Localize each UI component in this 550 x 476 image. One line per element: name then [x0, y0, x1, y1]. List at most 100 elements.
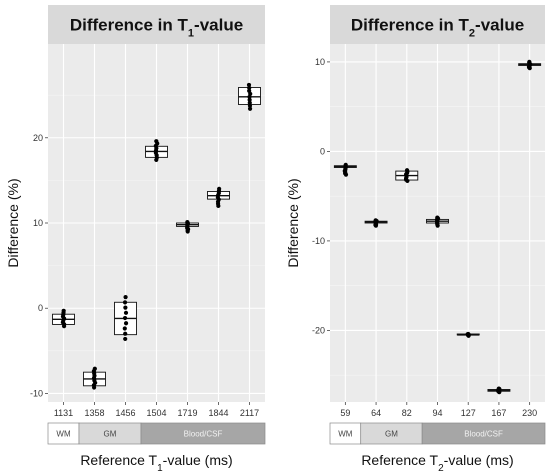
t1-data-point: [247, 103, 253, 108]
t2-title-main: Difference in T: [351, 16, 470, 35]
t2-region-blood-csf: [421, 422, 546, 445]
t1-box-1358: [83, 366, 106, 390]
t1-box-1844: [207, 186, 230, 209]
t1-xlabel-main: Reference T: [80, 452, 157, 468]
t1-x-axis-label: Reference T1-value (ms): [80, 452, 232, 474]
t2-data-point: [466, 331, 471, 337]
t1-data-point: [246, 82, 252, 88]
t1-x-tick-label: 1131: [54, 408, 73, 418]
t1-data-point: [247, 85, 252, 90]
t1-tissue-regions: WM GM Blood/CSF: [47, 422, 266, 445]
t2-gridlines: [330, 44, 545, 402]
t2-box-64: [364, 218, 388, 228]
t2-y-ticks: -20 -10 0 10: [312, 57, 330, 335]
t2-x-axis-label: Reference T2-value (ms): [361, 452, 513, 474]
t2-x-tick-label: 64: [371, 408, 381, 418]
t1-x-tick-label: 2117: [240, 408, 259, 418]
t2-x-tick-label: 59: [340, 408, 350, 418]
t2-box-230: [518, 59, 542, 71]
t1-data-point: [123, 310, 129, 315]
t1-y-ticks: -10 0 10 20: [30, 133, 48, 398]
t1-data-point: [123, 295, 128, 300]
t2-box-127: [456, 331, 480, 338]
t1-title-strip: [48, 5, 265, 44]
t2-boxes: [333, 59, 542, 395]
t1-data-point: [123, 331, 128, 336]
t1-y-tick-label: -10: [30, 388, 43, 398]
t2-xlabel-main: Reference T: [361, 452, 438, 468]
t1-xlabel-sub: 1: [157, 463, 163, 474]
t2-x-tick-label: 94: [432, 408, 442, 418]
t1-data-point: [123, 321, 129, 326]
t1-x-tick-label: 1504: [146, 408, 166, 418]
t1-region-blood-csf: [140, 422, 266, 445]
t1-data-point: [92, 366, 97, 371]
t1-data-point: [123, 336, 128, 342]
t1-y-tick-label: 20: [33, 133, 43, 143]
t1-x-ticks: 1131 1358 1456 1504 1719 1844 2117: [54, 402, 259, 418]
t1-data-point: [247, 97, 252, 102]
t2-box-167: [487, 386, 511, 395]
t2-y-tick-label: -10: [312, 236, 325, 246]
t1-box-1719: [176, 220, 199, 234]
t1-data-point: [122, 315, 128, 321]
t2-xlabel-sub: 2: [438, 463, 444, 474]
t1-data-point: [154, 139, 159, 144]
t1-boxes: [52, 82, 261, 390]
t2-y-tick-label: -20: [312, 325, 325, 335]
t2-region-label: Blood/CSF: [464, 430, 503, 439]
t2-y-tick-label: 0: [320, 146, 325, 156]
t2-box-94: [426, 215, 449, 228]
t2-xlabel-tail: -value (ms): [444, 452, 514, 468]
t1-gridlines: [48, 44, 265, 402]
t1-y-tick-label: 10: [33, 218, 43, 228]
t2-x-ticks: 59 64 82 94 127 167 230: [340, 402, 537, 418]
t1-y-axis-label: Difference (%): [5, 178, 21, 267]
t1-data-point: [123, 305, 128, 310]
t2-data-point: [373, 218, 378, 223]
t2-title-tail: -value: [475, 16, 524, 35]
t1-y-tick-label: 0: [38, 303, 43, 313]
t1-x-tick-label: 1719: [177, 408, 197, 418]
t1-data-point: [122, 326, 127, 331]
t1-region-label: GM: [104, 430, 117, 439]
t1-region-label: Blood/CSF: [184, 430, 223, 439]
t1-data-point: [217, 186, 222, 192]
t1-x-tick-label: 1844: [208, 408, 228, 418]
t2-data-point: [527, 59, 532, 64]
t1-box-1131: [52, 308, 75, 329]
t1-data-point: [247, 100, 252, 105]
t2-title-strip: [330, 5, 545, 44]
t1-data-point: [247, 106, 253, 111]
t2-data-point: [404, 168, 410, 173]
t1-data-point: [247, 88, 252, 93]
t1-title-tail: -value: [194, 16, 243, 35]
t2-y-tick-label: 10: [315, 57, 325, 67]
t2-data-point: [496, 386, 501, 391]
t1-region-label: WM: [56, 430, 71, 439]
t2-y-axis-label: Difference (%): [285, 178, 301, 267]
t2-tissue-regions: WM GM Blood/CSF: [329, 422, 546, 445]
t1-title-main: Difference in T: [70, 16, 189, 35]
t1-box-1456: [114, 295, 137, 342]
t1-data-point: [185, 220, 190, 225]
t2-chart-title: Difference in T2-value: [351, 16, 524, 40]
t2-region-label: GM: [385, 430, 398, 439]
t1-x-tick-label: 1358: [84, 408, 104, 418]
t1-title-sub: 1: [188, 28, 194, 40]
t2-data-point: [343, 162, 348, 167]
t1-data-point: [61, 308, 66, 313]
t1-box-2117: [238, 82, 261, 111]
t2-x-tick-label: 82: [402, 408, 412, 418]
t1-box-1504: [145, 139, 168, 163]
t2-region-label: WM: [338, 430, 353, 439]
t1-xlabel-tail: -value (ms): [163, 452, 233, 468]
t2-box-59: [333, 162, 357, 177]
t2-x-tick-label: 230: [522, 408, 537, 418]
t2-data-point: [435, 215, 440, 220]
t2-x-tick-label: 167: [491, 408, 506, 418]
t2-x-tick-label: 127: [461, 408, 476, 418]
t2-title-sub: 2: [469, 28, 475, 40]
